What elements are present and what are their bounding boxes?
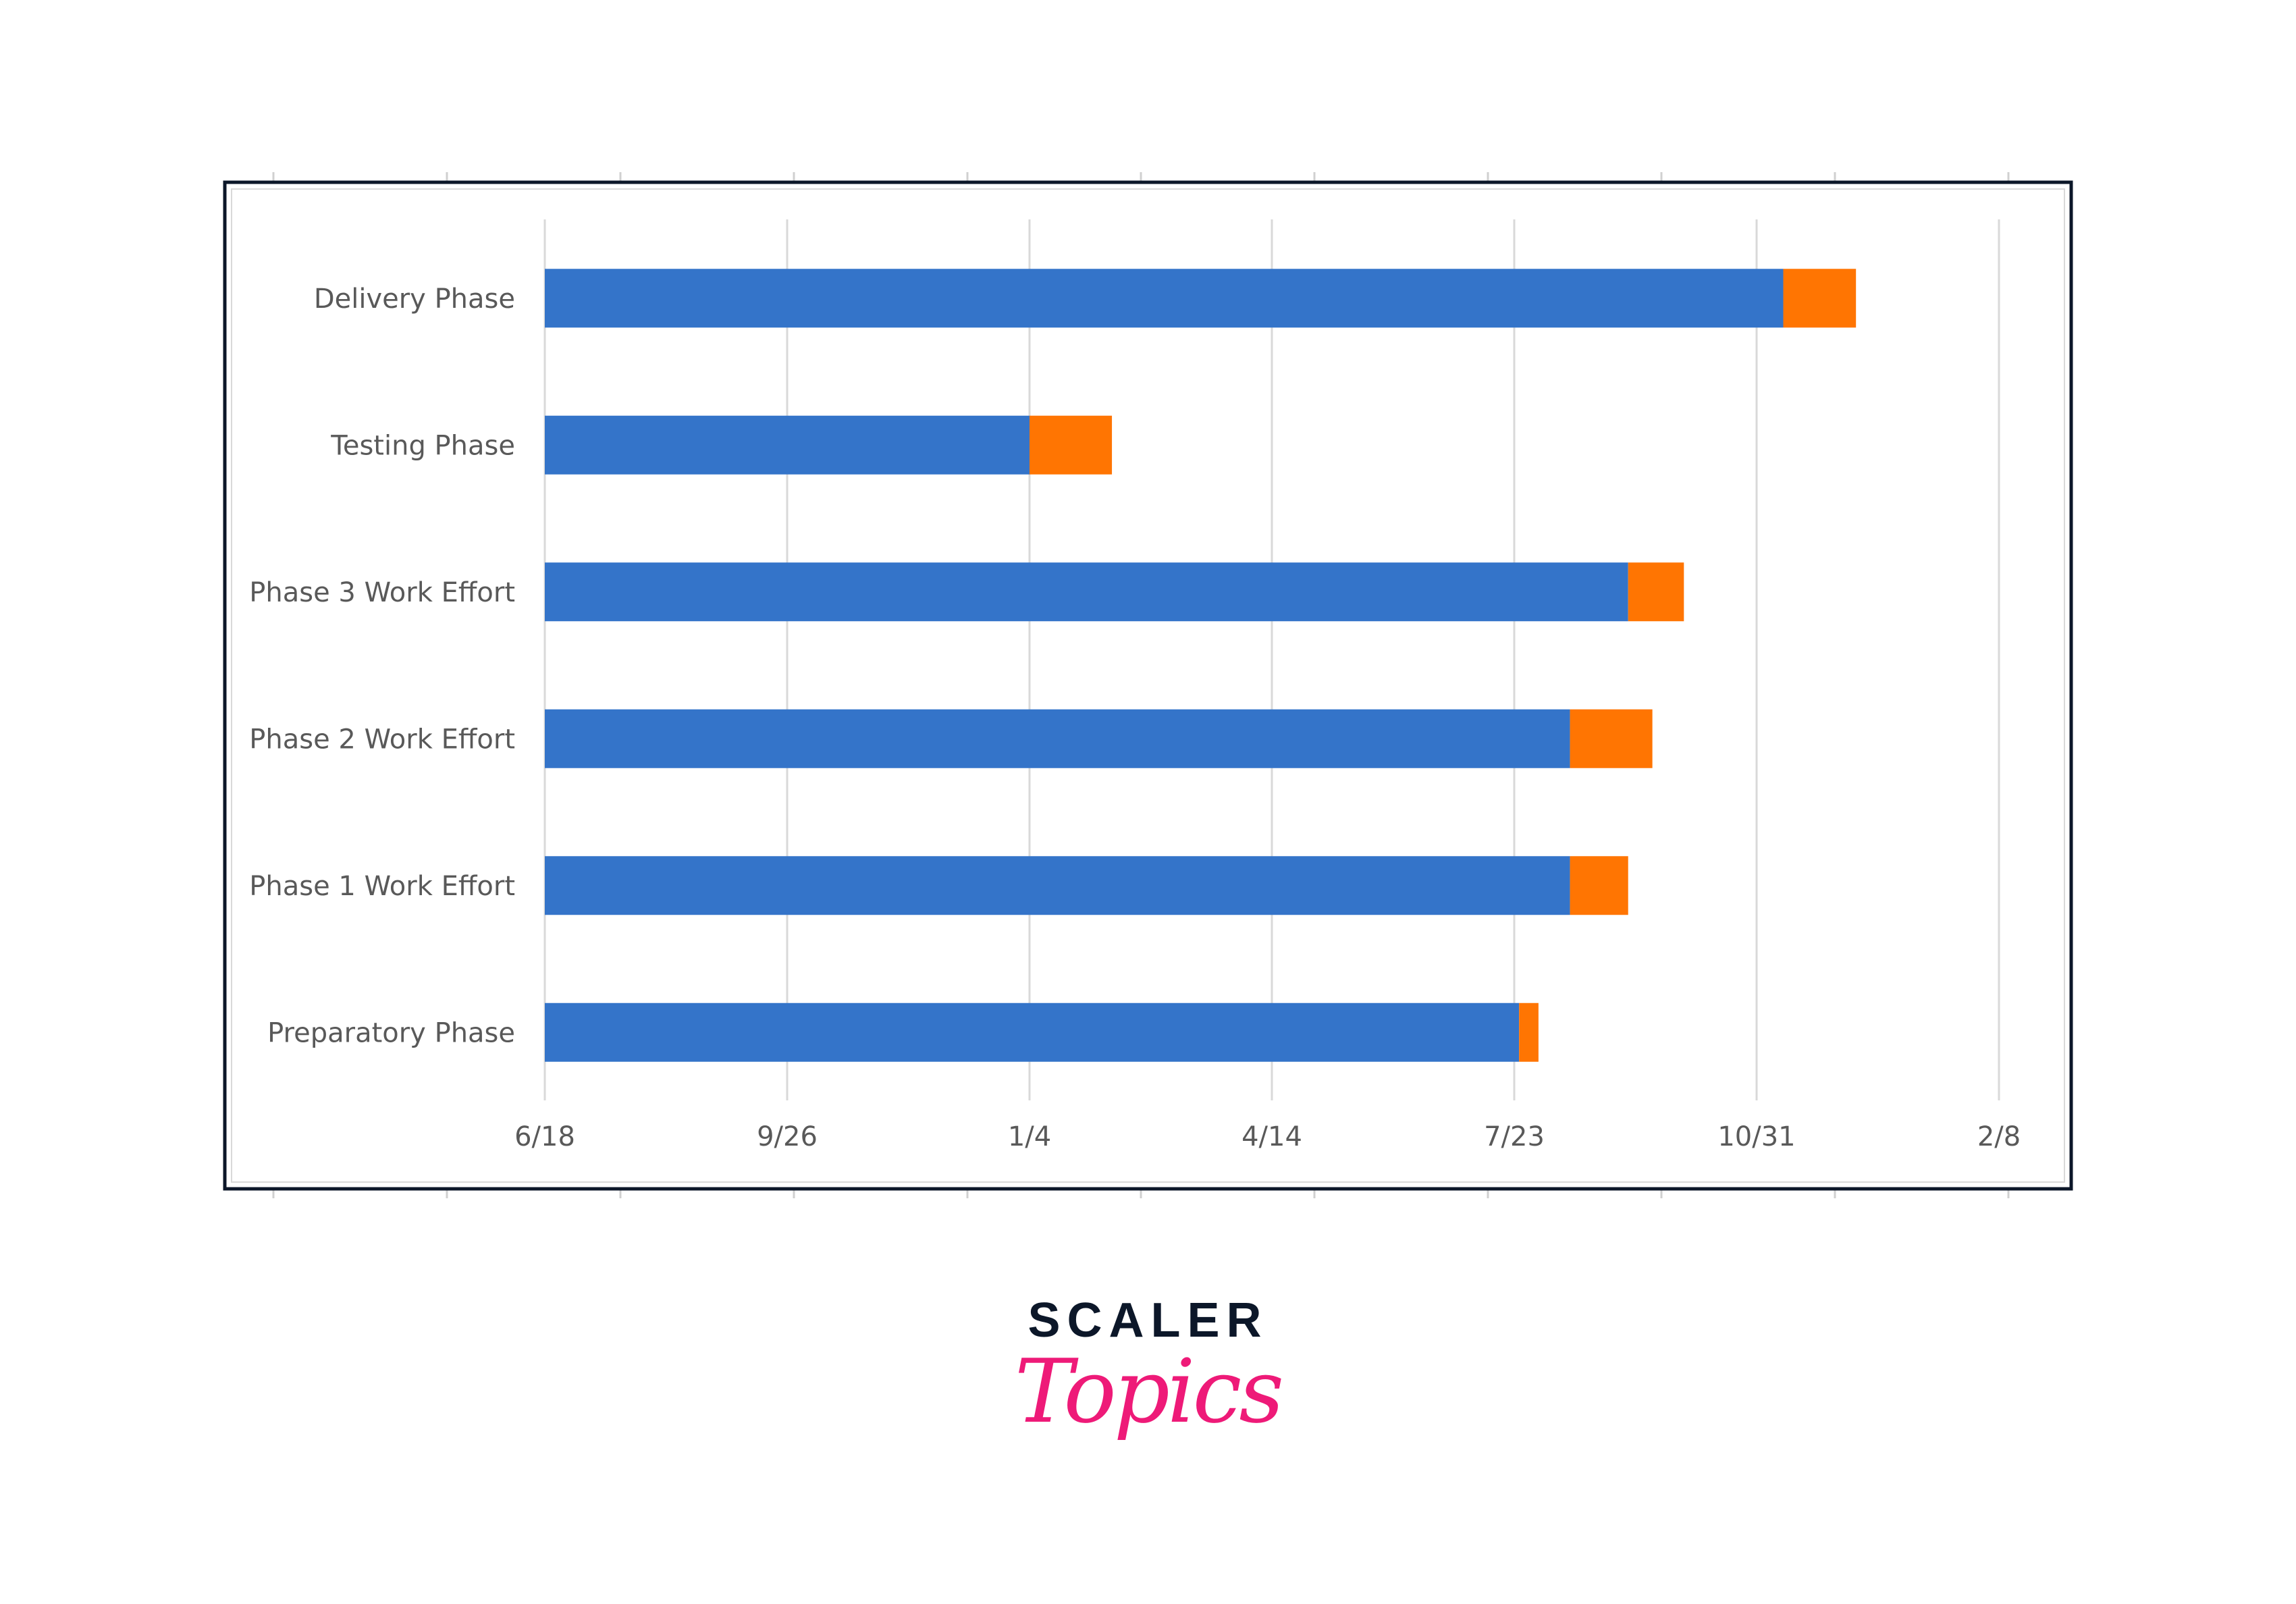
x-tick-label: 4/14 <box>1242 1121 1302 1152</box>
bar-start-segment <box>545 269 1784 328</box>
bar-start-segment <box>545 415 1030 475</box>
category-label: Delivery Phase <box>314 284 515 315</box>
bar-start-segment <box>545 709 1570 768</box>
scaler-logo-text: SCALER <box>1027 1293 1269 1347</box>
x-tick-label: 2/8 <box>1977 1121 2021 1152</box>
x-tick-label: 9/26 <box>757 1121 818 1152</box>
x-tick-label: 7/23 <box>1484 1121 1545 1152</box>
bar-duration-segment <box>1570 856 1628 915</box>
x-tick-label: 10/31 <box>1717 1121 1795 1152</box>
bar-start-segment <box>545 856 1570 915</box>
category-label: Phase 2 Work Effort <box>249 724 515 755</box>
category-label: Testing Phase <box>330 430 515 461</box>
bar-duration-segment <box>1570 709 1653 768</box>
category-label: Phase 1 Work Effort <box>249 871 515 902</box>
bar-duration-segment <box>1628 562 1684 622</box>
bar-duration-segment <box>1519 1002 1539 1062</box>
bar-start-segment <box>545 1002 1520 1062</box>
chart-inner-border <box>231 188 2065 1183</box>
bar-start-segment <box>545 562 1628 622</box>
x-tick-label: 6/18 <box>514 1121 575 1152</box>
category-label: Preparatory Phase <box>267 1017 515 1048</box>
bar-duration-segment <box>1030 415 1113 475</box>
category-label: Phase 3 Work Effort <box>249 577 515 608</box>
bar-duration-segment <box>1783 269 1857 328</box>
topics-logo-text: Topics <box>1014 1340 1284 1443</box>
x-tick-label: 1/4 <box>1008 1121 1051 1152</box>
